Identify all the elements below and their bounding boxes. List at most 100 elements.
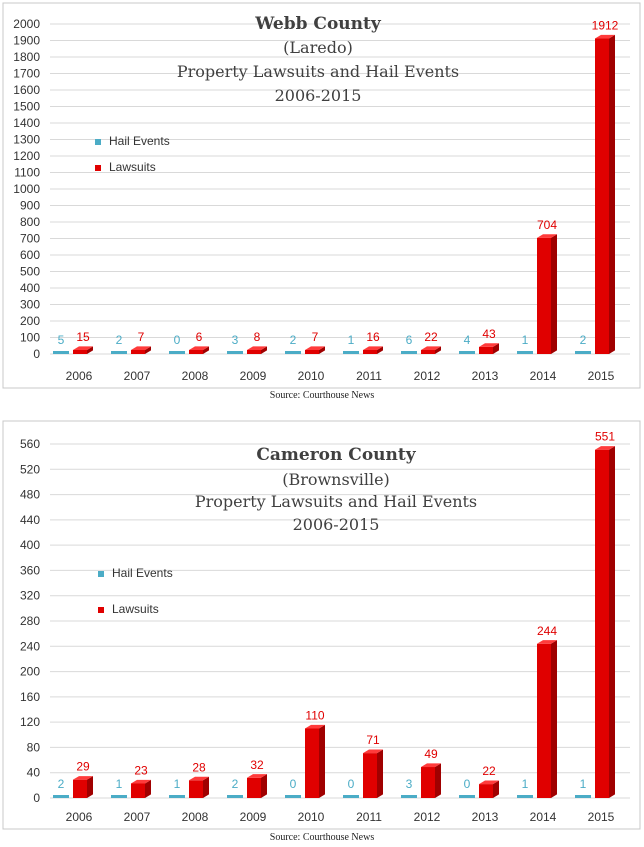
x-tick-label: 2008 xyxy=(182,810,209,824)
lawsuit-bar xyxy=(479,346,493,354)
lawsuit-data-label: 22 xyxy=(424,330,438,344)
lawsuit-data-label: 16 xyxy=(366,330,380,344)
y-tick-label: 200 xyxy=(20,314,40,328)
x-tick-label: 2015 xyxy=(588,369,615,383)
hail-bar xyxy=(169,795,185,798)
hail-data-label: 1 xyxy=(348,333,355,347)
lawsuit-bar-side xyxy=(377,749,383,798)
y-tick-label: 100 xyxy=(20,331,40,345)
lawsuit-bar-top xyxy=(479,343,499,347)
hail-bar xyxy=(53,795,69,798)
y-tick-label: 700 xyxy=(20,232,40,246)
lawsuit-data-label: 6 xyxy=(196,330,203,344)
lawsuit-bar-top xyxy=(247,774,267,778)
lawsuit-data-label: 704 xyxy=(537,218,557,232)
chart-title-line: (Laredo) xyxy=(283,38,353,57)
legend-swatch xyxy=(98,571,104,577)
lawsuit-bar-top xyxy=(363,749,383,754)
lawsuit-data-label: 28 xyxy=(192,760,206,774)
hail-bar xyxy=(285,795,301,798)
lawsuit-data-label: 244 xyxy=(537,624,557,638)
hail-bar xyxy=(401,351,417,354)
lawsuit-bar-top xyxy=(421,346,441,350)
chart-source-webb: Source: Courthouse News xyxy=(269,390,375,401)
y-tick-label: 440 xyxy=(20,513,40,527)
hail-data-label: 1 xyxy=(174,777,181,791)
y-tick-label: 0 xyxy=(33,791,40,805)
legend-label: Lawsuits xyxy=(112,602,159,616)
hail-bar xyxy=(227,351,243,354)
chart-title-line: Property Lawsuits and Hail Events xyxy=(177,62,459,81)
lawsuit-bar xyxy=(73,350,87,354)
lawsuit-data-label: 23 xyxy=(134,763,148,777)
lawsuit-bar-top xyxy=(537,640,557,644)
hail-data-label: 1 xyxy=(116,777,123,791)
y-tick-label: 1700 xyxy=(13,67,40,81)
hail-data-label: 0 xyxy=(464,777,471,791)
lawsuit-bar-side xyxy=(377,346,383,354)
hail-data-label: 3 xyxy=(232,333,239,347)
hail-data-label: 4 xyxy=(464,333,471,347)
y-tick-label: 1600 xyxy=(13,83,40,97)
legend-label: Hail Events xyxy=(112,566,173,580)
x-tick-label: 2009 xyxy=(240,369,267,383)
lawsuit-data-label: 110 xyxy=(305,708,324,722)
x-tick-label: 2007 xyxy=(124,369,151,383)
lawsuit-data-label: 551 xyxy=(595,430,615,444)
lawsuit-bar xyxy=(595,449,609,798)
lawsuit-bar-side xyxy=(203,776,209,798)
lawsuit-bar-side xyxy=(319,346,325,354)
y-tick-label: 1200 xyxy=(13,149,40,163)
hail-data-label: 6 xyxy=(406,333,413,347)
x-tick-label: 2010 xyxy=(298,810,325,824)
x-tick-label: 2007 xyxy=(124,810,151,824)
y-tick-label: 0 xyxy=(33,347,40,361)
hail-data-label: 0 xyxy=(290,777,297,791)
hail-data-label: 1 xyxy=(522,333,529,347)
x-tick-label: 2009 xyxy=(240,810,267,824)
lawsuit-data-label: 8 xyxy=(254,330,261,344)
x-tick-label: 2011 xyxy=(356,810,382,824)
lawsuit-bar-side xyxy=(145,779,151,798)
chart-title-line: Webb County xyxy=(254,14,382,34)
lawsuit-bar-side xyxy=(145,346,151,354)
hail-bar xyxy=(285,351,301,354)
y-tick-label: 1400 xyxy=(13,116,40,130)
legend-label: Lawsuits xyxy=(109,160,156,174)
lawsuit-bar-side xyxy=(435,346,441,354)
hail-data-label: 0 xyxy=(348,777,355,791)
legend-label: Hail Events xyxy=(109,134,170,148)
y-tick-label: 320 xyxy=(20,589,40,603)
y-tick-label: 280 xyxy=(20,614,40,628)
lawsuit-bar-top xyxy=(189,776,209,781)
lawsuit-bar-top xyxy=(479,780,499,785)
x-tick-label: 2006 xyxy=(66,810,93,824)
hail-bar xyxy=(459,351,475,354)
y-tick-label: 1900 xyxy=(13,34,40,48)
hail-bar xyxy=(111,351,127,354)
chart-title-line: Property Lawsuits and Hail Events xyxy=(195,492,477,511)
lawsuit-bar xyxy=(305,728,319,798)
lawsuit-bar-top xyxy=(305,724,325,729)
lawsuit-bar-top xyxy=(363,346,383,350)
lawsuit-bar xyxy=(363,753,377,798)
hail-bar xyxy=(169,351,185,354)
lawsuit-bar-side xyxy=(261,774,267,798)
hail-bar xyxy=(343,795,359,798)
lawsuit-bar-side xyxy=(609,446,615,798)
hail-bar xyxy=(401,795,417,798)
lawsuit-bar-side xyxy=(319,724,325,798)
hail-bar xyxy=(575,795,591,798)
lawsuit-bar xyxy=(247,777,261,798)
hail-data-label: 2 xyxy=(116,333,123,347)
hail-data-label: 2 xyxy=(580,333,587,347)
hail-bar xyxy=(343,351,359,354)
hail-bar xyxy=(111,795,127,798)
hail-bar xyxy=(575,351,591,354)
x-tick-label: 2010 xyxy=(298,369,325,383)
chart-title-line: 2006-2015 xyxy=(275,86,362,105)
lawsuit-bar xyxy=(189,350,203,354)
y-tick-label: 400 xyxy=(20,538,40,552)
lawsuit-bar-side xyxy=(551,234,557,354)
legend-swatch xyxy=(98,607,104,613)
